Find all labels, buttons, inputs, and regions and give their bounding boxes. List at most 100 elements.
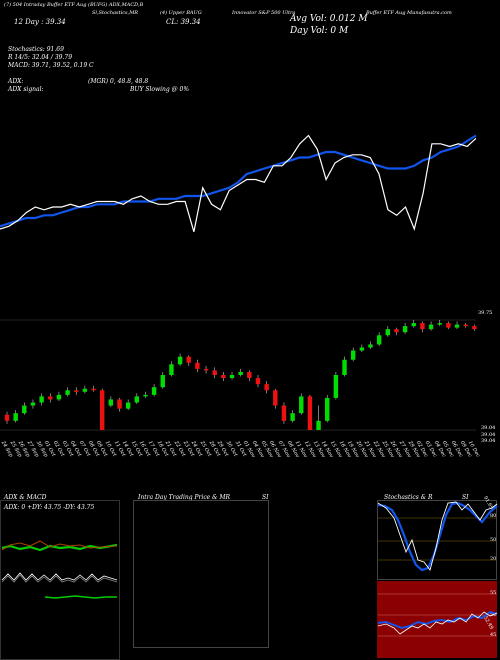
- candle: [376, 332, 382, 346]
- intra-panel-si: SI: [262, 494, 269, 501]
- candle: [472, 324, 477, 331]
- candle: [74, 387, 79, 395]
- candle: [454, 321, 460, 330]
- stoch-panel-si: SI: [462, 494, 469, 501]
- candle: [48, 393, 53, 403]
- price-label-bottom-1: 39.04: [481, 425, 496, 431]
- candle: [411, 320, 416, 328]
- candle: [437, 320, 442, 327]
- candle: [325, 394, 330, 423]
- rsi-line: [377, 610, 498, 630]
- header-title-a: (7) 504 Intraday Buffer ETF Aug (BUFG) A…: [4, 2, 144, 8]
- candle: [160, 371, 165, 389]
- candle: [30, 399, 36, 409]
- candle: [56, 391, 62, 401]
- stoch-panel-title: Stochastics & R: [384, 494, 433, 501]
- header-title-b: Sl,Stochastics,MR: [92, 10, 139, 16]
- price-label-bottom-3: 39.04: [481, 438, 496, 444]
- candle: [125, 399, 131, 411]
- candle: [65, 387, 70, 397]
- day-label: 12 Day : 39.34: [14, 18, 66, 26]
- candle: [385, 326, 390, 337]
- candle: [290, 410, 295, 423]
- stoch-label-50: 50: [490, 537, 497, 543]
- candle: [13, 410, 18, 423]
- r-text: R 14/5: 32.04 / 39.79: [8, 54, 73, 61]
- candle: [186, 355, 191, 366]
- candle: [91, 385, 96, 392]
- adx-signal-text: ADX signal:: [8, 86, 44, 93]
- candle: [307, 394, 313, 430]
- candle: [212, 367, 217, 379]
- adx-line: [1, 574, 118, 583]
- candle: [342, 356, 347, 377]
- close-label: CL: 39.34: [166, 18, 201, 26]
- stoch-label-20: 20: [490, 556, 497, 562]
- candle: [39, 393, 44, 406]
- candle: [100, 388, 105, 430]
- intraday-panel: [133, 500, 269, 648]
- candle: [359, 344, 365, 353]
- adx-panel-stats: ADX: 0 +DY: 43.75 -DY: 43.75: [4, 504, 95, 511]
- stoch-label-80: 80: [490, 513, 497, 519]
- candle: [238, 368, 243, 377]
- candle: [281, 402, 287, 424]
- candle: [221, 371, 226, 382]
- candle: [247, 370, 252, 382]
- candle: [143, 391, 148, 398]
- header-title-c: (4) Upper BAUG: [160, 10, 202, 16]
- candle: [4, 411, 10, 424]
- buy-signal-text: BUY Slowing @ 0%: [130, 86, 190, 93]
- price-line: [0, 134, 477, 232]
- candle: [420, 321, 425, 333]
- candle: [368, 341, 373, 350]
- adx-panel-title: ADX & MACD: [4, 494, 47, 501]
- adx-line: [44, 595, 117, 599]
- stochastics-panel: [377, 500, 497, 580]
- macd-text: MACD: 39.71, 39.52, 0.19 C: [8, 62, 94, 69]
- candle: [255, 375, 261, 388]
- candle: [117, 397, 122, 412]
- candle: [151, 384, 157, 397]
- candle: [299, 393, 304, 415]
- candle: [108, 396, 114, 408]
- candle: [463, 323, 468, 328]
- adx-text: ADX:: [8, 78, 24, 85]
- adx-line: [1, 572, 118, 581]
- intra-panel-title: Intra Day Trading Price & MR: [138, 494, 231, 501]
- candle: [273, 388, 278, 409]
- candle: [195, 359, 200, 372]
- avg-volume: Avg Vol: 0.012 M: [290, 14, 368, 24]
- adx-line: [1, 543, 118, 552]
- candle: [229, 371, 235, 380]
- candle: [402, 323, 408, 334]
- candle: [22, 402, 27, 415]
- header-title-d: Innovator S&P 500 Ultra: [232, 10, 296, 16]
- price-label-bottom-2: 39.04: [481, 432, 496, 438]
- rsi-signal-line: [377, 611, 498, 635]
- candle: [428, 321, 434, 331]
- candle: [264, 381, 269, 394]
- adx-values: (MGR) 0, 48.8, 48.8: [88, 78, 149, 85]
- candle: [203, 365, 209, 374]
- header-title-e: Buffer ETF Aug Munafasutra.com: [366, 10, 452, 16]
- stochastics-text: Stochastics: 91.69: [8, 46, 64, 53]
- candle: [177, 353, 183, 366]
- header-line: (7) 504 Intraday Buffer ETF Aug (BUFG) A…: [4, 2, 500, 8]
- candle: [350, 347, 356, 362]
- candle: [82, 385, 88, 394]
- candle: [394, 327, 399, 336]
- candle: [333, 371, 339, 400]
- day-volume: Day Vol: 0 M: [290, 26, 349, 36]
- rsi-label-45: 45: [490, 632, 497, 638]
- candle: [134, 393, 140, 405]
- rsi-label-55: 55: [490, 590, 497, 596]
- candle: [446, 321, 451, 330]
- candle: [169, 361, 174, 377]
- price-label-top: 39.75: [478, 310, 493, 316]
- candle: [316, 405, 321, 430]
